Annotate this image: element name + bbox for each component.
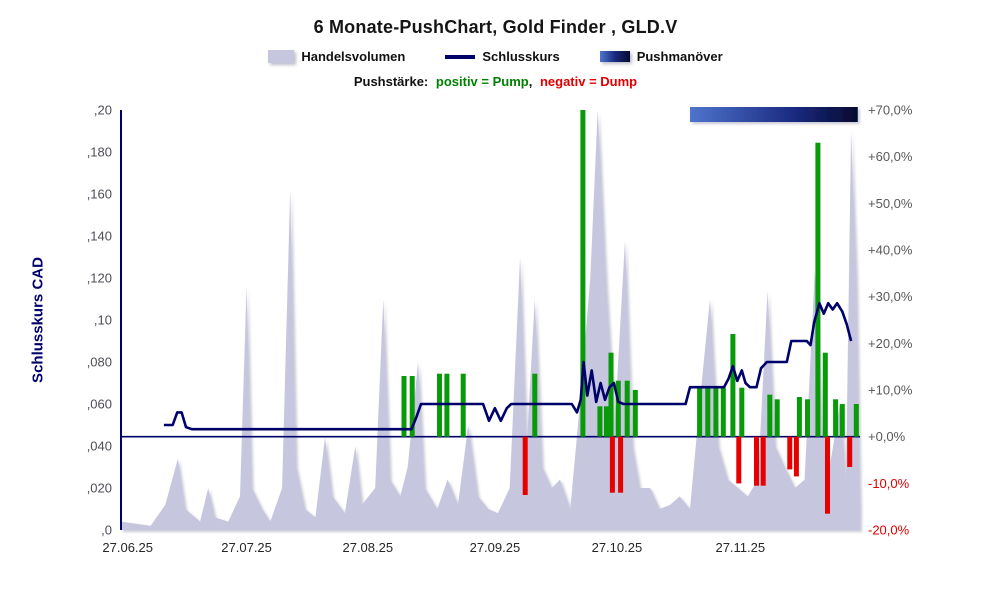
right-axis-tick-label: +20,0%	[868, 336, 913, 351]
right-axis-tick-label: +40,0%	[868, 243, 913, 258]
left-axis-tick-label: ,20	[94, 103, 112, 118]
push-bar	[822, 352, 828, 437]
push-bar	[767, 394, 773, 437]
left-axis-tick-label: ,0	[101, 523, 112, 538]
push-strength-subtitle: Pushstärke: positiv = Pump, negativ = Du…	[0, 74, 991, 89]
push-bar	[760, 436, 766, 486]
chart-legend: Handelsvolumen Schlusskurs Pushmanöver	[0, 49, 991, 64]
x-axis-tick-label: 27.08.25	[342, 540, 393, 555]
push-bar	[604, 406, 609, 437]
legend-label-schlusskurs: Schlusskurs	[482, 49, 560, 64]
push-bar	[608, 352, 614, 437]
volume-swatch-icon	[268, 50, 295, 63]
chart-title: 6 Monate-PushChart, Gold Finder , GLD.V	[313, 17, 678, 37]
legend-item-pushmanoever: Pushmanöver	[599, 49, 723, 64]
left-axis-tick-label: ,040	[87, 439, 112, 454]
x-axis-tick-label: 27.06.25	[102, 540, 153, 555]
line-swatch-icon	[445, 54, 476, 59]
subtitle-comma: ,	[528, 74, 533, 89]
push-bar	[774, 399, 780, 437]
right-axis-tick-label: -10,0%	[868, 476, 910, 491]
push-bar	[713, 387, 719, 437]
push-bar	[754, 436, 759, 486]
push-bar	[409, 376, 415, 437]
x-axis-tick-label: 27.11.25	[715, 540, 765, 555]
pushmanoever-band	[690, 107, 858, 122]
push-bar	[833, 399, 839, 437]
push-bar	[815, 142, 821, 437]
push-bar	[853, 404, 859, 437]
right-axis-tick-label: +0,0%	[868, 429, 906, 444]
push-bar	[825, 436, 830, 514]
left-axis-tick-label: ,080	[87, 355, 112, 370]
legend-label-pushmanoever: Pushmanöver	[636, 49, 723, 64]
push-bar	[793, 436, 799, 477]
push-bar	[720, 387, 726, 437]
left-axis-tick-label: ,140	[87, 229, 112, 244]
push-bar	[739, 387, 745, 437]
left-axis-tick-label: ,060	[87, 397, 112, 412]
right-axis-tick-label: +10,0%	[868, 383, 913, 398]
legend-item-handelsvolumen: Handelsvolumen	[268, 49, 405, 64]
push-bar	[615, 380, 621, 437]
legend-label-handelsvolumen: Handelsvolumen	[301, 49, 406, 64]
push-bar	[787, 436, 793, 470]
right-axis-tick-label: -20,0%	[868, 523, 910, 538]
push-bar	[632, 390, 638, 437]
legend-item-schlusskurs: Schlusskurs	[445, 49, 560, 64]
volume-area	[121, 110, 860, 530]
subtitle-dump: negativ = Dump	[539, 74, 638, 89]
push-bar	[796, 397, 802, 437]
push-bar	[705, 387, 711, 437]
push-bar	[624, 380, 630, 437]
push-bar	[839, 404, 845, 437]
push-bar	[401, 376, 407, 437]
subtitle-prefix: Pushstärke:	[353, 74, 429, 89]
subtitle-pump: positiv = Pump	[435, 74, 529, 89]
right-axis-tick-label: +70,0%	[868, 103, 913, 118]
x-axis-tick-label: 27.07.25	[221, 540, 272, 555]
push-bar	[697, 387, 703, 437]
right-axis-tick-label: +30,0%	[868, 289, 913, 304]
push-bar	[847, 436, 853, 467]
left-axis-tick-label: ,180	[87, 145, 112, 160]
push-bar	[597, 406, 603, 437]
left-axis-tick-label: ,120	[87, 271, 112, 286]
push-bar	[736, 436, 742, 484]
left-axis-tick-label: ,10	[94, 313, 112, 328]
left-axis-tick-label: ,020	[87, 481, 112, 496]
x-axis-tick-label: 27.10.25	[592, 540, 643, 555]
close-price-line	[163, 301, 853, 431]
right-axis-tick-label: +50,0%	[868, 196, 913, 211]
push-bar	[609, 436, 615, 493]
push-bar	[580, 110, 586, 437]
push-bar	[618, 436, 624, 493]
push-bar	[730, 334, 736, 437]
push-bar	[805, 399, 810, 437]
band-swatch-icon	[599, 51, 630, 62]
right-axis-tick-label: +60,0%	[868, 149, 913, 164]
left-axis-tick-label: ,160	[87, 187, 112, 202]
x-axis-tick-label: 27.09.25	[470, 540, 521, 555]
push-bar	[522, 436, 528, 495]
